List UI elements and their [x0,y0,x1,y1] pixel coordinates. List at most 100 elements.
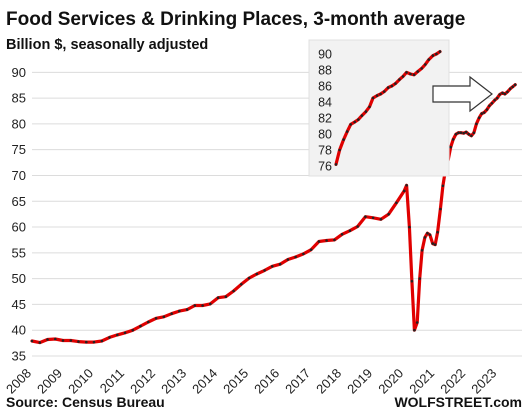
y-tick-label: 90 [12,65,26,80]
data-point [511,85,514,89]
data-point [131,328,135,332]
data-point [480,112,484,115]
y-axis-ticks: 35 40 45 50 55 60 65 70 75 80 85 90 [12,65,26,364]
inset-data-point [401,75,405,78]
data-point [61,339,65,342]
data-point [449,145,453,149]
y-tick-label: 75 [12,142,26,157]
inset-data-point [427,58,431,61]
inset-plot [334,50,442,166]
data-point [488,104,491,108]
inset-data-point [375,94,379,97]
data-point [193,304,197,307]
inset-data-point [360,114,364,117]
data-point [451,138,455,141]
data-point [317,240,321,243]
data-point [462,131,466,135]
inset-data-point [357,118,360,121]
inset-data-point [345,130,349,133]
inset-y-tick-label: 88 [318,64,332,78]
data-point [470,134,473,138]
data-point [387,212,390,216]
data-point [216,296,220,300]
brand-label: WOLFSTREET.com [394,394,522,410]
inset-data-point [379,92,382,96]
inset-data-point [338,148,341,152]
data-point [418,277,422,280]
data-point [439,207,442,211]
inset-data-point [364,110,368,113]
data-point [123,331,127,335]
y-tick-label: 40 [12,323,26,338]
inset-data-point [368,105,371,109]
inset-data-point [382,90,386,93]
arrow-annotation [432,75,493,113]
inset-chart: 76 78 80 82 84 86 88 90 [308,39,450,177]
data-point [475,122,478,126]
inset-data-point [371,96,375,100]
data-point [501,91,504,95]
data-point [224,295,228,299]
data-point [379,218,383,221]
data-point [485,108,489,111]
data-point [405,184,408,187]
series-line [30,83,517,345]
data-point [162,315,166,319]
inset-data-point [416,70,420,73]
data-point [508,87,512,91]
y-tick-label: 55 [12,245,26,260]
data-point [413,328,416,332]
data-point [457,131,460,134]
data-point [495,96,499,100]
data-point [431,242,435,245]
data-point [209,302,212,306]
data-point [477,116,481,119]
data-point [309,248,313,251]
data-point [506,90,509,94]
data-point [428,233,432,237]
data-point [454,132,458,136]
data-point [459,131,463,134]
inset-y-tick-label: 90 [318,48,332,62]
inset-data-point [420,67,424,70]
inset-data-point [438,50,442,53]
inset-data-point [349,123,353,126]
data-point [356,225,359,228]
data-point [410,279,414,283]
data-point [38,341,42,344]
data-point [395,201,398,205]
data-point [433,243,437,246]
data-point [513,83,517,86]
data-point [464,130,468,134]
inset-data-point [435,52,438,56]
data-point [116,333,119,337]
data-point [348,229,352,232]
data-point [77,340,80,343]
data-point [185,308,189,311]
data-point [54,337,57,341]
data-point [178,309,181,313]
y-tick-label: 80 [12,116,26,131]
data-point [92,340,96,344]
data-point [232,289,235,293]
data-point [408,225,411,229]
inset-y-tick-label: 76 [318,160,332,174]
y-tick-label: 65 [12,194,26,209]
data-point [271,265,274,268]
inset-y-tick-label: 86 [318,80,332,94]
data-point [170,312,173,316]
data-point [255,272,259,276]
data-point [286,258,290,261]
inset-data-point [334,163,338,166]
data-point [420,249,424,252]
data-point [294,255,297,259]
inset-data-point [386,86,390,89]
data-point [467,132,471,136]
inset-data-point [353,120,357,124]
inset-y-tick-label: 80 [318,128,332,142]
inset-data-point [394,82,397,85]
inset-data-point [398,78,401,81]
data-point [364,215,367,218]
data-point [247,276,251,280]
